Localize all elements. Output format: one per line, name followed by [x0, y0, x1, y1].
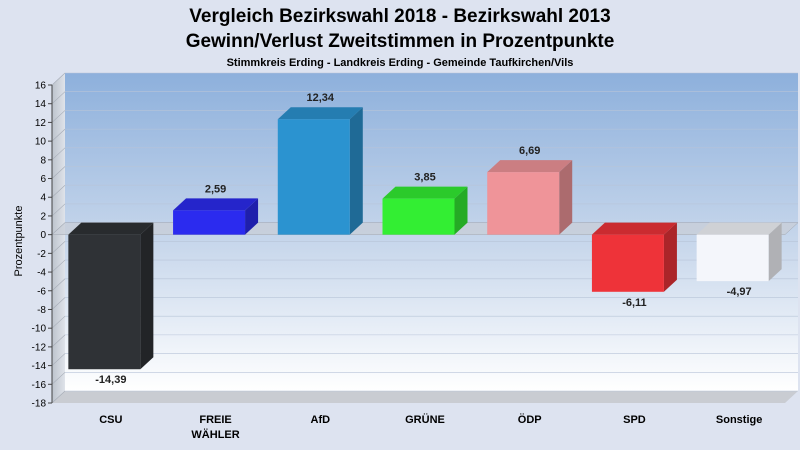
- grid-line-side: [51, 390, 66, 404]
- bar: [591, 222, 677, 292]
- x-category-label: SPD: [623, 414, 646, 426]
- value-label: 6,69: [519, 145, 540, 157]
- bar-side: [559, 160, 573, 235]
- value-label: -6,11: [622, 297, 646, 309]
- y-tick-label: 8: [40, 155, 46, 166]
- y-axis: 16 14 12 10 8 6 4 2 0 -2 -4 -6 -8 -10 -12 -14 -16 -18: [32, 81, 53, 410]
- grid-line-side: [51, 353, 66, 366]
- value-label: -4,97: [727, 286, 752, 298]
- bar-top: [277, 107, 363, 120]
- chart-subtitle: Stimmkreis Erding - Landkreis Erding - G…: [226, 57, 574, 69]
- bar-top: [382, 186, 468, 199]
- bar-top: [68, 222, 154, 235]
- chart-title-line-1: Vergleich Bezirkswahl 2018 - Bezirkswahl…: [189, 6, 611, 27]
- grid-line-side: [51, 334, 66, 348]
- bar-series: [68, 107, 782, 370]
- bar-front: [696, 234, 769, 282]
- y-tick-label: 4: [40, 193, 46, 204]
- grid-line-side: [51, 278, 66, 291]
- bar: [68, 222, 154, 370]
- grid-line-side: [51, 147, 66, 161]
- bar-top: [173, 198, 259, 211]
- y-tick-label: -6: [37, 286, 46, 297]
- bar: [277, 107, 363, 235]
- grid-line-side: [51, 203, 66, 217]
- x-category-label: GRÜNE: [405, 413, 445, 426]
- x-category-label: Sonstige: [716, 414, 762, 426]
- value-label: 12,34: [307, 92, 335, 104]
- grid-line-side: [51, 241, 66, 254]
- y-tick-label: -12: [32, 342, 47, 353]
- y-tick-label: -18: [32, 399, 47, 410]
- y-tick-label: 12: [35, 118, 47, 129]
- bar-top: [487, 160, 573, 173]
- y-tick-label: -2: [37, 249, 46, 260]
- bar: [382, 186, 468, 235]
- y-tick-label: 6: [40, 174, 46, 185]
- grid-line-side: [51, 128, 66, 142]
- grid-line-side: [51, 91, 66, 104]
- x-category-label: ÖDP: [518, 413, 542, 426]
- grid-line-side: [51, 315, 66, 329]
- x-category-label: AfD: [311, 414, 331, 426]
- y-tick-label: -14: [32, 361, 47, 372]
- plot-floor: [52, 391, 798, 403]
- x-category-label: FREIE: [199, 414, 231, 426]
- y-tick-label: -10: [32, 324, 47, 335]
- y-tick-label: 0: [40, 230, 46, 241]
- bar-side: [768, 222, 782, 282]
- bar-front: [173, 210, 246, 235]
- x-category-label: WÄHLER: [191, 428, 239, 441]
- grid-line-side: [51, 185, 66, 198]
- bar-side: [663, 222, 677, 292]
- bar: [696, 222, 782, 282]
- grid-line-side: [51, 259, 66, 273]
- value-labels: -14,39 2,59 12,34 3,85 6,69 -6,11 -4,97: [95, 92, 751, 386]
- chart-title-line-2: Gewinn/Verlust Zweitstimmen in Prozentpu…: [185, 31, 615, 52]
- y-tick-label: -4: [37, 268, 46, 279]
- bar-side: [140, 222, 154, 370]
- y-tick-label: -16: [32, 380, 47, 391]
- y-tick-label: 16: [35, 81, 47, 92]
- value-label: 3,85: [414, 172, 435, 184]
- y-axis-label: Prozentpunkte: [13, 206, 25, 277]
- bar-front: [277, 119, 350, 235]
- bar-top: [696, 222, 782, 235]
- bar-front: [382, 198, 455, 235]
- grid-line-side: [51, 297, 66, 310]
- x-axis: CSU FREIE WÄHLER AfD GRÜNE ÖDP SPD Sonstige: [99, 413, 762, 441]
- y-tick-label: 14: [35, 99, 47, 110]
- chart-header: Vergleich Bezirkswahl 2018 - Bezirkswahl…: [0, 4, 800, 71]
- y-tick-label: 10: [35, 137, 47, 148]
- bar-front: [487, 172, 560, 235]
- value-label: -14,39: [95, 374, 126, 386]
- value-label: 2,59: [205, 183, 226, 195]
- grid-line-side: [51, 110, 66, 123]
- plot-side-wall: [52, 73, 65, 403]
- x-category-label: CSU: [99, 414, 122, 426]
- bar: [173, 198, 259, 235]
- grid-line-side: [51, 72, 66, 86]
- bar-front: [68, 234, 141, 370]
- bar-side: [454, 186, 468, 235]
- bar: [487, 160, 573, 235]
- bar-side: [245, 198, 259, 235]
- grid-line-side: [51, 166, 66, 179]
- bar-top: [591, 222, 677, 235]
- y-tick-label: -8: [37, 305, 46, 316]
- grid-line-side: [51, 372, 66, 385]
- bar-side: [349, 107, 363, 235]
- bar-front: [591, 234, 664, 292]
- y-tick-label: 2: [40, 211, 46, 222]
